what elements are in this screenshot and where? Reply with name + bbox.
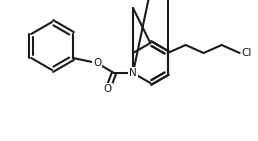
Text: N: N	[129, 68, 137, 78]
Text: O: O	[93, 58, 101, 68]
Text: N: N	[129, 68, 137, 78]
Text: Cl: Cl	[242, 48, 252, 58]
Text: O: O	[104, 84, 112, 94]
